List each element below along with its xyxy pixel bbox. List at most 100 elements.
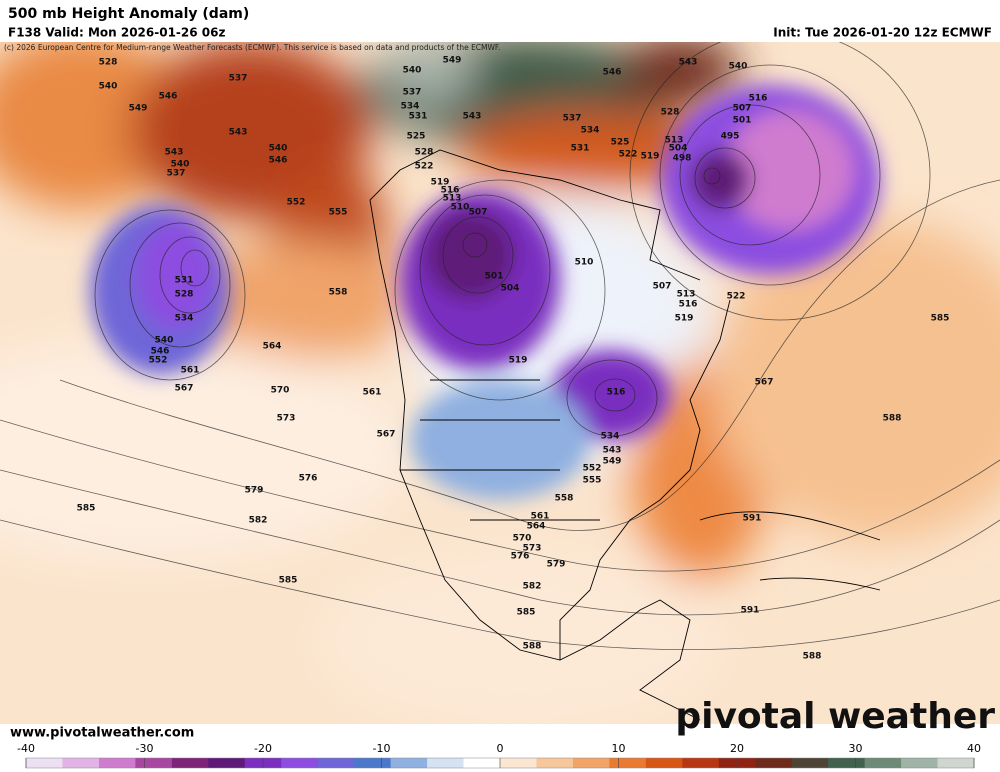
contour-label: 537: [563, 114, 582, 124]
colorbar-segment: [609, 758, 647, 768]
contour-label: 558: [329, 288, 348, 298]
contour-label: 522: [727, 292, 746, 302]
contour-label: 528: [415, 148, 434, 158]
contour-label: 567: [755, 378, 774, 388]
contour-label: 519: [431, 178, 450, 188]
contour-label: 585: [77, 504, 96, 514]
contour-label: 495: [721, 132, 740, 142]
contour-label: 555: [583, 476, 602, 486]
colorbar-segment: [937, 758, 975, 768]
colorbar-segment: [354, 758, 392, 768]
contour-label: 519: [641, 152, 660, 162]
contour-label: 501: [485, 272, 504, 282]
contour-label: 552: [287, 198, 306, 208]
colorbar-segment: [864, 758, 902, 768]
contour-label: 543: [603, 446, 622, 456]
contour-label: 501: [733, 116, 752, 126]
contour-label: 537: [229, 74, 248, 84]
colorbar-segment: [98, 758, 136, 768]
contour-label: 534: [175, 314, 194, 324]
contour-label: 504: [501, 284, 520, 294]
contour-label: 513: [665, 136, 684, 146]
colorbar-segment: [427, 758, 465, 768]
contour-label: 552: [149, 356, 168, 366]
contour-label: 519: [509, 356, 528, 366]
colorbar-segment: [791, 758, 829, 768]
contour-label: 588: [883, 414, 902, 424]
contour-label: 534: [581, 126, 600, 136]
contour-label: 579: [245, 486, 264, 496]
colorbar-tick-label: 20: [730, 742, 744, 755]
contour-label: 588: [803, 652, 822, 662]
colorbar-segment: [317, 758, 355, 768]
colorbar-tick-label: 40: [967, 742, 981, 755]
contour-label: 537: [403, 88, 422, 98]
colorbar-segment: [62, 758, 100, 768]
contour-label: 546: [151, 347, 170, 357]
contour-label: 540: [171, 160, 190, 170]
contour-label: 546: [159, 92, 178, 102]
contour-label: 546: [269, 156, 288, 166]
colorbar-segment: [645, 758, 683, 768]
map-field: [0, 42, 1000, 742]
colorbar-tick-label: 30: [849, 742, 863, 755]
contour-label: 507: [733, 104, 752, 114]
colorbar-segment: [755, 758, 793, 768]
colorbar: -40 -30 -20 -10 0 10 20 30 40: [17, 742, 981, 769]
contour-label: 519: [675, 314, 694, 324]
contour-label: 576: [299, 474, 318, 484]
contour-label: 564: [263, 342, 282, 352]
contour-label: 546: [603, 68, 622, 78]
contour-label: 570: [271, 386, 290, 396]
title: 500 mb Height Anomaly (dam): [8, 6, 249, 22]
contour-label: 549: [129, 104, 148, 114]
contour-label: 591: [743, 514, 762, 524]
contour-label: 576: [511, 552, 530, 562]
contour-label: 507: [469, 208, 488, 218]
colorbar-segment: [463, 758, 501, 768]
colorbar-segment: [135, 758, 173, 768]
website: www.pivotalweather.com: [10, 726, 194, 741]
contour-label: 498: [673, 154, 692, 164]
contour-label: 585: [279, 576, 298, 586]
colorbar-tick-label: -40: [17, 742, 35, 755]
contour-label: 555: [329, 208, 348, 218]
colorbar-segment: [171, 758, 209, 768]
contour-label: 528: [175, 290, 194, 300]
colorbar-tick-label: 0: [497, 742, 504, 755]
credit: (c) 2026 European Centre for Medium-rang…: [4, 43, 500, 52]
contour-labels: 5285405495465375435435405375405465525555…: [77, 56, 950, 662]
colorbar-tick-label: -10: [373, 742, 391, 755]
contour-label: 504: [669, 144, 688, 154]
contour-label: 537: [167, 169, 186, 179]
contour-label: 513: [677, 290, 696, 300]
contour-label: 543: [229, 128, 248, 138]
logo: pivotal weather: [675, 696, 995, 737]
colorbar-segment: [682, 758, 720, 768]
contour-label: 522: [619, 150, 638, 160]
contour-label: 516: [749, 94, 768, 104]
contour-label: 525: [407, 132, 426, 142]
colorbar-segment: [281, 758, 319, 768]
contour-label: 552: [583, 464, 602, 474]
colorbar-segment: [572, 758, 610, 768]
contour-label: 510: [451, 203, 470, 213]
contour-label: 558: [555, 494, 574, 504]
contour-label: 567: [377, 430, 396, 440]
contour-label: 516: [679, 300, 698, 310]
contour-label: 534: [401, 102, 420, 112]
contour-label: 540: [269, 144, 288, 154]
contour-label: 543: [463, 112, 482, 122]
contour-label: 531: [571, 144, 590, 154]
contour-label: 549: [603, 457, 622, 467]
contour-label: 579: [547, 560, 566, 570]
colorbar-segment: [390, 758, 428, 768]
contour-label: 561: [531, 512, 550, 522]
contour-label: 534: [601, 432, 620, 442]
contour-label: 540: [729, 62, 748, 72]
contour-label: 561: [363, 388, 382, 398]
contour-label: 531: [175, 276, 194, 286]
contour-label: 543: [165, 148, 184, 158]
